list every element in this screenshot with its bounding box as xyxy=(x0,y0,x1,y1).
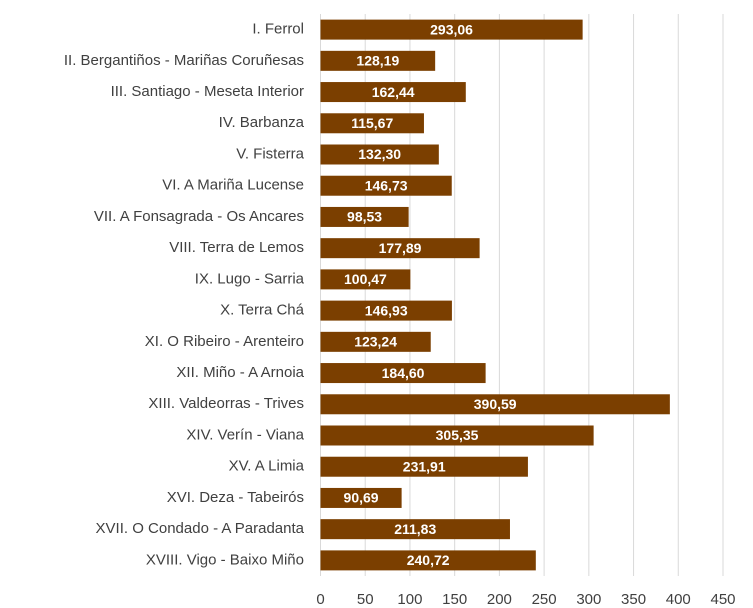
y-tick-label: XVII. O Condado - A Paradanta xyxy=(96,520,305,537)
bar xyxy=(320,113,424,134)
value-label: 177,89 xyxy=(379,240,422,256)
value-label: 98,53 xyxy=(347,209,382,225)
value-label: 146,73 xyxy=(365,177,408,193)
value-label: 123,24 xyxy=(354,334,397,350)
value-label: 115,67 xyxy=(351,115,393,131)
y-tick-label: VIII. Terra de Lemos xyxy=(169,239,304,256)
value-label: 162,44 xyxy=(372,84,415,100)
x-tick-label: 400 xyxy=(666,591,691,608)
bar xyxy=(320,550,536,571)
bar xyxy=(320,206,409,227)
value-label: 132,30 xyxy=(358,146,401,162)
bar xyxy=(320,238,480,259)
value-label: 90,69 xyxy=(344,490,379,506)
x-tick-label: 100 xyxy=(397,591,422,608)
value-label: 211,83 xyxy=(394,521,436,537)
value-label: 100,47 xyxy=(344,271,387,287)
bar xyxy=(320,425,594,446)
value-label: 240,72 xyxy=(407,552,450,568)
bar xyxy=(320,363,486,384)
x-tick-label: 250 xyxy=(532,591,557,608)
y-tick-label: I. Ferrol xyxy=(252,21,304,38)
bar xyxy=(320,50,436,71)
x-tick-label: 50 xyxy=(357,591,374,608)
y-tick-label: XVI. Deza - Tabeirós xyxy=(167,489,304,506)
x-tick-label: 450 xyxy=(710,591,735,608)
x-tick-label: 150 xyxy=(442,591,467,608)
bar xyxy=(320,82,466,103)
bar xyxy=(320,456,528,477)
bar xyxy=(320,175,452,196)
y-tick-label: X. Terra Chá xyxy=(220,302,305,319)
y-tick-label: II. Bergantiños - Mariñas Coruñesas xyxy=(64,52,304,69)
value-label: 231,91 xyxy=(403,458,446,474)
bar xyxy=(320,487,402,508)
y-tick-label: VII. A Fonsagrada - Os Ancares xyxy=(94,208,304,225)
y-tick-label: V. Fisterra xyxy=(236,145,304,162)
bar xyxy=(320,19,583,40)
bar xyxy=(320,519,510,540)
y-tick-label: XII. Miño - A Arnoia xyxy=(176,364,304,381)
value-label: 390,59 xyxy=(474,396,517,412)
x-tick-label: 0 xyxy=(316,591,324,608)
value-label: 146,93 xyxy=(365,302,408,318)
y-tick-label: XI. O Ribeiro - Arenteiro xyxy=(145,333,304,350)
value-label: 184,60 xyxy=(382,365,425,381)
y-tick-label: IX. Lugo - Sarria xyxy=(195,270,305,287)
y-tick-label: XIV. Verín - Viana xyxy=(186,426,304,443)
y-tick-label: III. Santiago - Meseta Interior xyxy=(111,83,304,100)
value-label: 128,19 xyxy=(356,53,399,69)
y-tick-label: XV. A Limia xyxy=(229,458,305,475)
y-tick-label: IV. Barbanza xyxy=(219,114,305,131)
bar xyxy=(320,300,452,321)
value-label: 293,06 xyxy=(430,21,473,37)
bar xyxy=(320,144,439,165)
x-tick-label: 350 xyxy=(621,591,646,608)
bar xyxy=(320,269,411,290)
y-tick-label: XIII. Valdeorras - Trives xyxy=(148,395,304,412)
value-label: 305,35 xyxy=(436,427,479,443)
x-tick-label: 300 xyxy=(576,591,601,608)
bar xyxy=(320,331,431,352)
y-tick-label: XVIII. Vigo - Baixo Miño xyxy=(146,551,304,568)
y-tick-label: VI. A Mariña Lucense xyxy=(162,177,304,194)
x-tick-label: 200 xyxy=(487,591,512,608)
bar xyxy=(320,394,670,415)
